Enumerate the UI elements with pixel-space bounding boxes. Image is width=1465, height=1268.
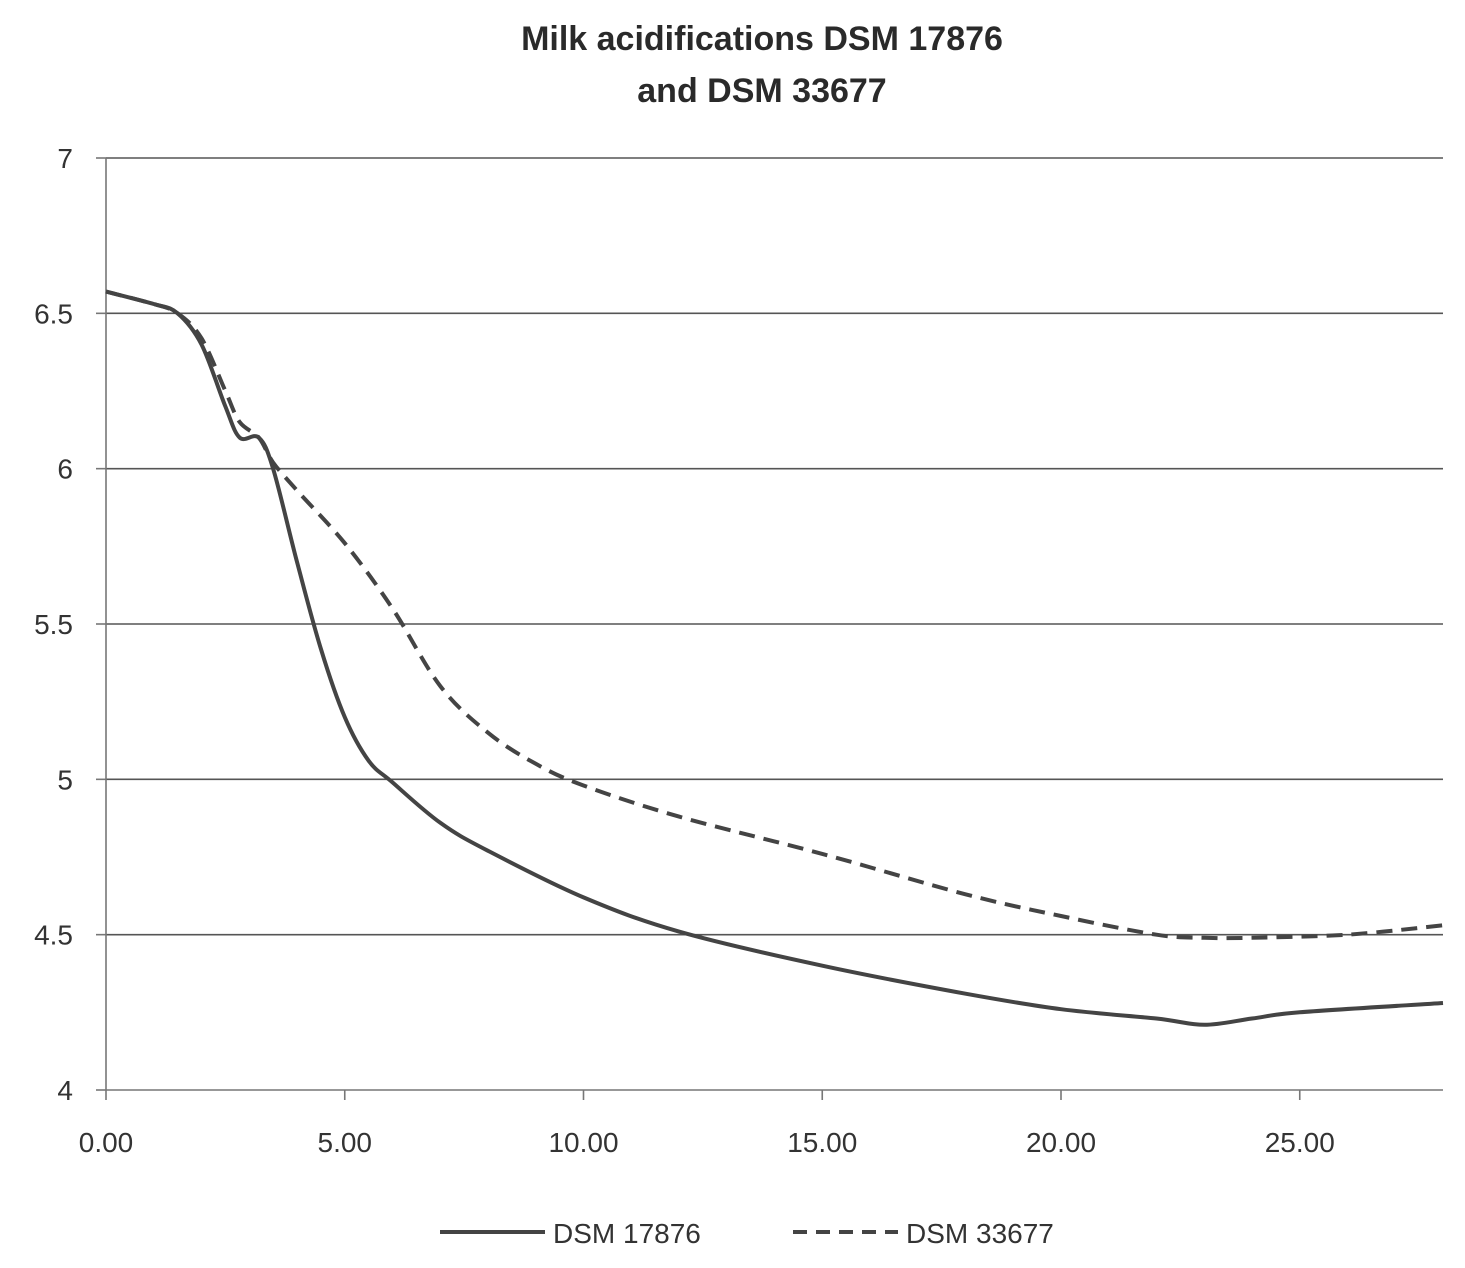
x-tick-label: 15.00 [787, 1127, 857, 1158]
x-tick-label: 25.00 [1265, 1127, 1335, 1158]
y-tick-label: 6.5 [34, 298, 73, 329]
legend-label-dsm-17876: DSM 17876 [553, 1218, 701, 1249]
axes [105, 158, 1443, 1100]
chart-title-line-2: and DSM 33677 [637, 72, 886, 110]
series-line-dsm-33677 [105, 289, 1444, 941]
y-tick-label: 6 [57, 454, 73, 485]
y-tick-label: 5 [57, 764, 73, 795]
chart-title-line-1: Milk acidifications DSM 17876 [521, 20, 1003, 58]
y-tick-label: 5.5 [34, 609, 73, 640]
x-axis-tick-labels: 0.00 5.00 10.00 15.00 20.00 25.00 [79, 1127, 1335, 1158]
x-tick-label: 20.00 [1026, 1127, 1096, 1158]
x-tick-label: 5.00 [318, 1127, 373, 1158]
y-axis-tick-labels: 4 4.5 5 5.5 6 6.5 7 [34, 143, 73, 1106]
y-tick-label: 4.5 [34, 920, 73, 951]
gridlines [96, 157, 1443, 1091]
y-tick-label: 4 [57, 1075, 73, 1106]
x-tick-label: 0.00 [79, 1127, 134, 1158]
series-line-dsm-17876 [105, 289, 1444, 1027]
legend-label-dsm-33677: DSM 33677 [906, 1218, 1054, 1249]
series-lines [105, 289, 1444, 1027]
y-tick-label: 7 [57, 143, 73, 174]
chart-title: Milk acidifications DSM 17876 and DSM 33… [521, 20, 1003, 110]
legend: DSM 17876 DSM 33677 [440, 1218, 1054, 1249]
x-tick-label: 10.00 [548, 1127, 618, 1158]
